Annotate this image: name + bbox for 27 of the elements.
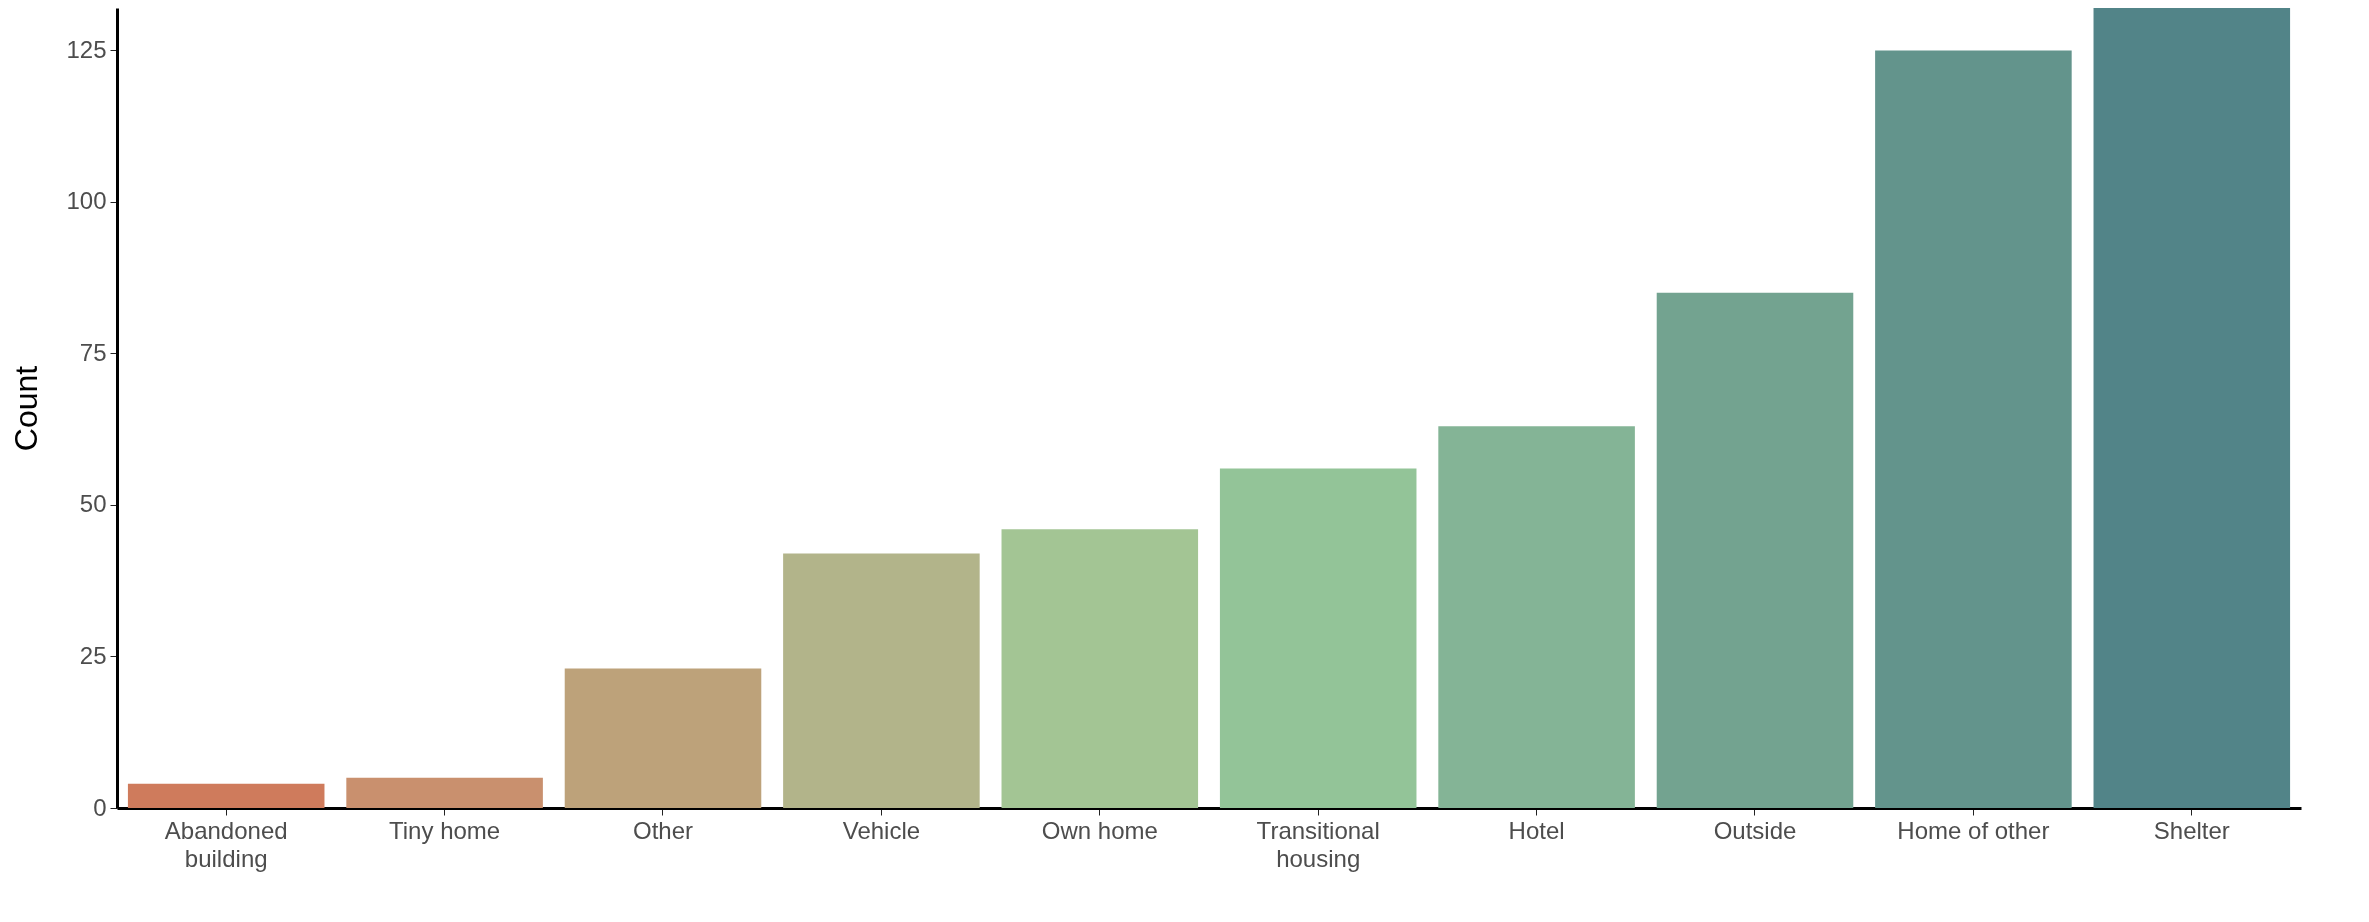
- x-tick-label: Other: [632, 816, 694, 844]
- bar: [1875, 50, 2072, 808]
- x-tick-label: Vehicle: [842, 816, 921, 844]
- x-tick-label: Home of other: [1897, 816, 2050, 844]
- bar: [1001, 529, 1199, 808]
- x-tick-label: Tiny home: [389, 816, 501, 844]
- x-tick-label: Hotel: [1508, 816, 1565, 844]
- y-tick-label: 125: [66, 35, 107, 63]
- x-tick-label: Abandoned building: [164, 816, 288, 872]
- bar: [1219, 468, 1417, 808]
- y-axis-title: Count: [8, 365, 45, 452]
- y-tick-label: 25: [79, 641, 107, 669]
- bar: [1656, 292, 1854, 808]
- bar: [2093, 8, 2291, 808]
- y-tick-label: 75: [79, 338, 107, 366]
- x-tick-label: Transitional housing: [1256, 816, 1380, 872]
- bar: [1438, 426, 1635, 808]
- x-tick-label: Outside: [1713, 816, 1797, 844]
- y-tick-label: 50: [79, 490, 107, 518]
- x-tick-label: Shelter: [2153, 816, 2230, 844]
- y-tick-label: 100: [66, 187, 107, 215]
- y-tick-label: 0: [93, 793, 107, 821]
- bar: [127, 783, 325, 808]
- bar: [346, 777, 543, 808]
- bar: [564, 668, 762, 808]
- x-tick-label: Own home: [1041, 816, 1158, 844]
- bar: [783, 553, 980, 808]
